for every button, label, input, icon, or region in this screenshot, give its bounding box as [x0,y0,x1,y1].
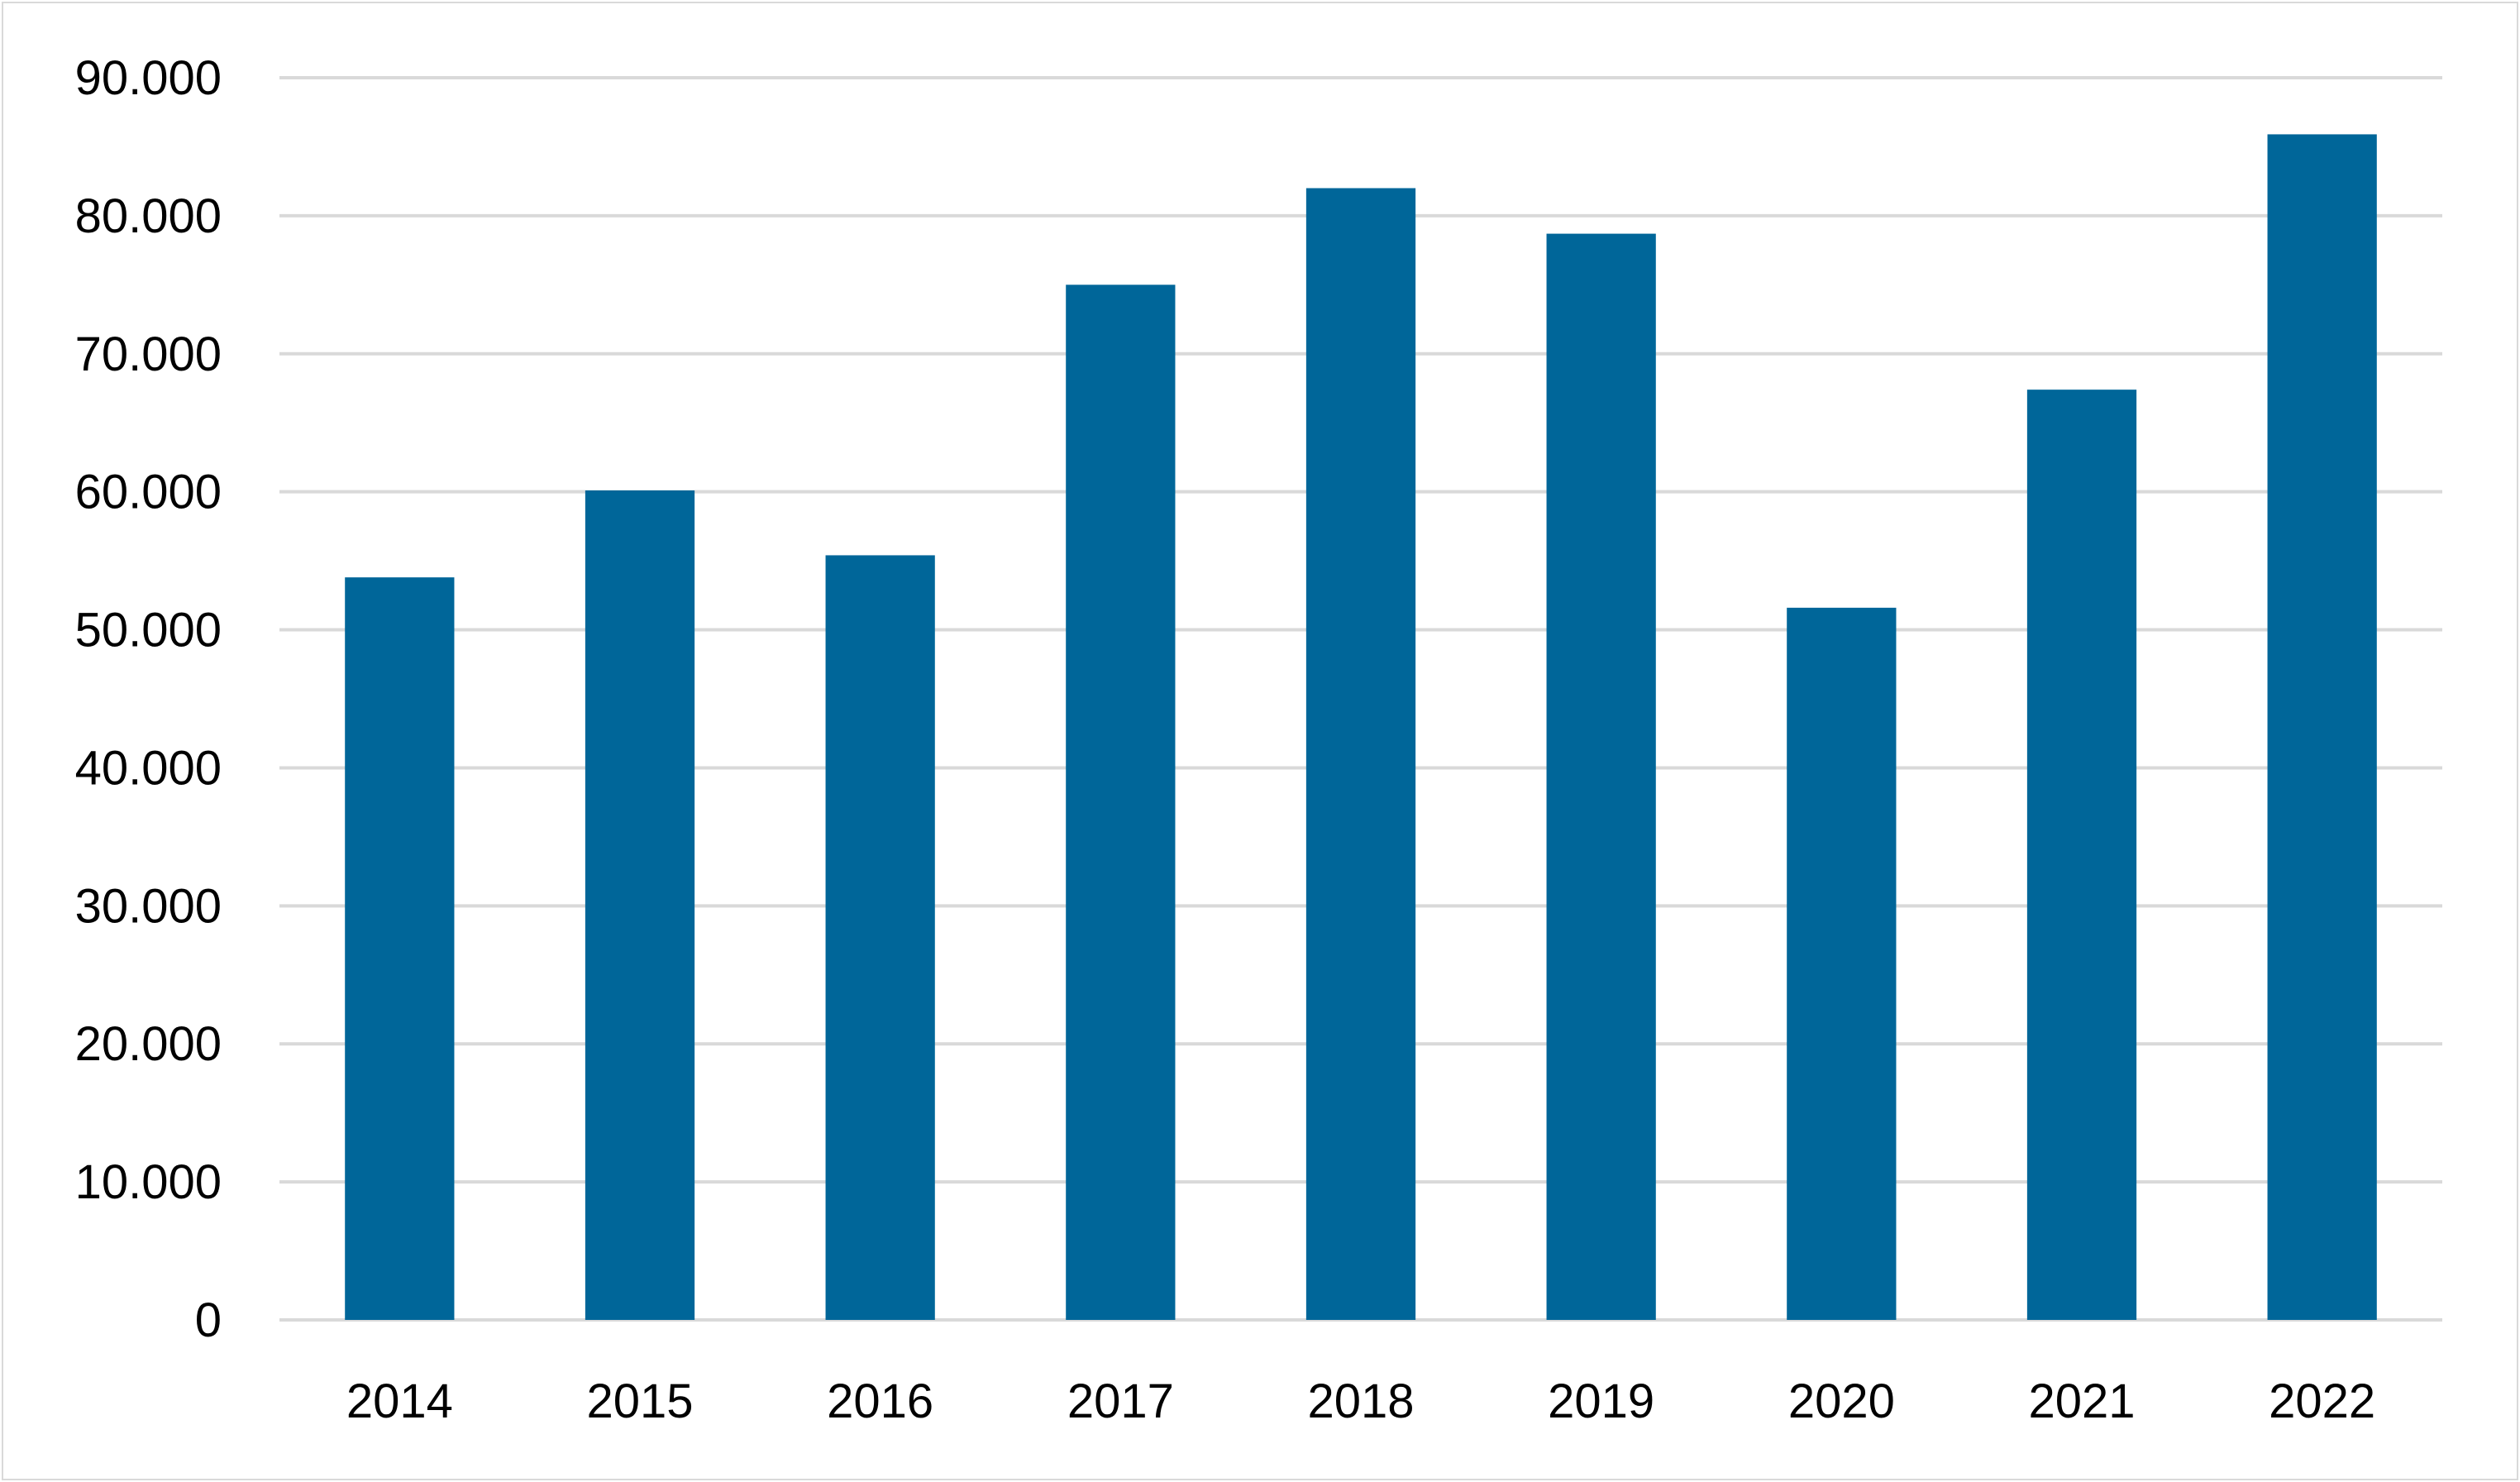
bar-2014 [345,577,455,1320]
x-tick-label: 2022 [2269,1374,2375,1428]
y-tick-label: 60.000 [75,466,222,519]
y-tick-label: 50.000 [75,604,222,657]
bar-2019 [1546,233,1656,1320]
y-tick-label: 40.000 [75,741,222,795]
bar-2016 [825,555,935,1320]
x-tick-label: 2018 [1307,1374,1414,1428]
x-tick-label: 2017 [1067,1374,1174,1428]
bar-2021 [2026,390,2137,1320]
x-tick-label: 2021 [2028,1374,2135,1428]
bar-2017 [1066,284,1176,1320]
bar-2015 [585,490,695,1320]
x-tick-label: 2015 [586,1374,693,1428]
x-tick-label: 2014 [346,1374,453,1428]
y-axis-tick-labels: 0 10.000 20.000 30.000 40.000 50.000 60.000 70.… [75,51,222,1347]
y-tick-label: 20.000 [75,1017,222,1071]
x-tick-label: 2016 [827,1374,933,1428]
x-tick-label: 2020 [1788,1374,1895,1428]
x-tick-label: 2019 [1548,1374,1654,1428]
x-axis-tick-labels: 2014 2015 2016 2017 2018 2019 2020 2021 2022 [346,1374,2375,1428]
y-tick-label: 0 [195,1293,222,1347]
y-tick-label: 90.000 [75,51,222,105]
bar-2022 [2267,134,2377,1320]
y-tick-label: 30.000 [75,879,222,933]
bar-2018 [1305,188,1416,1320]
y-tick-label: 70.000 [75,327,222,381]
bar-2020 [1787,607,1897,1320]
y-tick-label: 10.000 [75,1155,222,1209]
y-tick-label: 80.000 [75,189,222,243]
bars [345,134,2377,1320]
